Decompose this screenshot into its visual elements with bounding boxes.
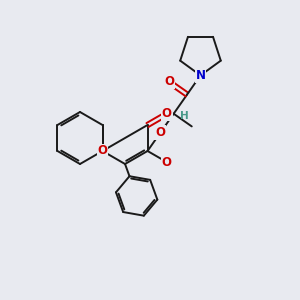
Text: N: N — [196, 69, 206, 82]
Text: O: O — [164, 75, 174, 88]
Text: O: O — [162, 155, 172, 169]
Text: O: O — [155, 126, 165, 140]
Text: O: O — [98, 145, 107, 158]
Text: O: O — [162, 107, 172, 120]
Text: H: H — [180, 111, 188, 121]
